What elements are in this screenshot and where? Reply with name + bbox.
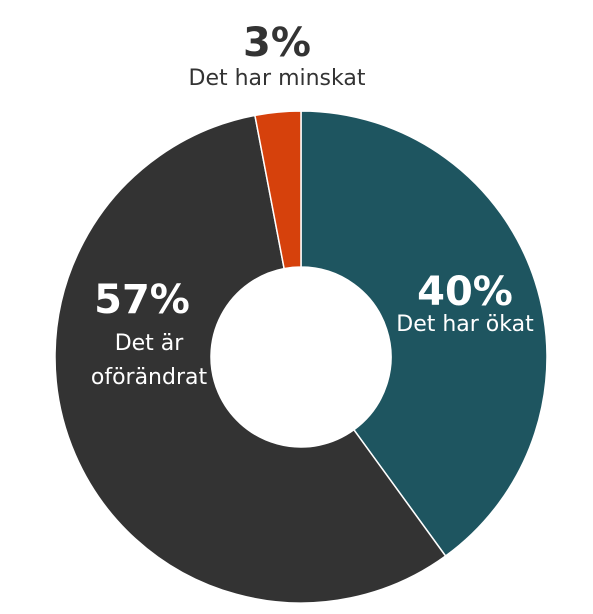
slice-increased — [300, 110, 548, 558]
category-label-unchanged-line-2: oförändrat — [91, 365, 208, 390]
percent-label-increased: 40% — [417, 269, 513, 315]
percent-label-unchanged: 57% — [94, 277, 190, 323]
percent-label-decreased: 3% — [243, 20, 311, 66]
slice-decreased — [254, 110, 302, 270]
category-label-unchanged-line-1: Det är — [115, 331, 185, 356]
category-label-decreased-line-1: Det har minskat — [189, 66, 366, 91]
category-label-increased-line-1: Det har ökat — [396, 312, 534, 337]
slice-unchanged — [54, 114, 447, 604]
